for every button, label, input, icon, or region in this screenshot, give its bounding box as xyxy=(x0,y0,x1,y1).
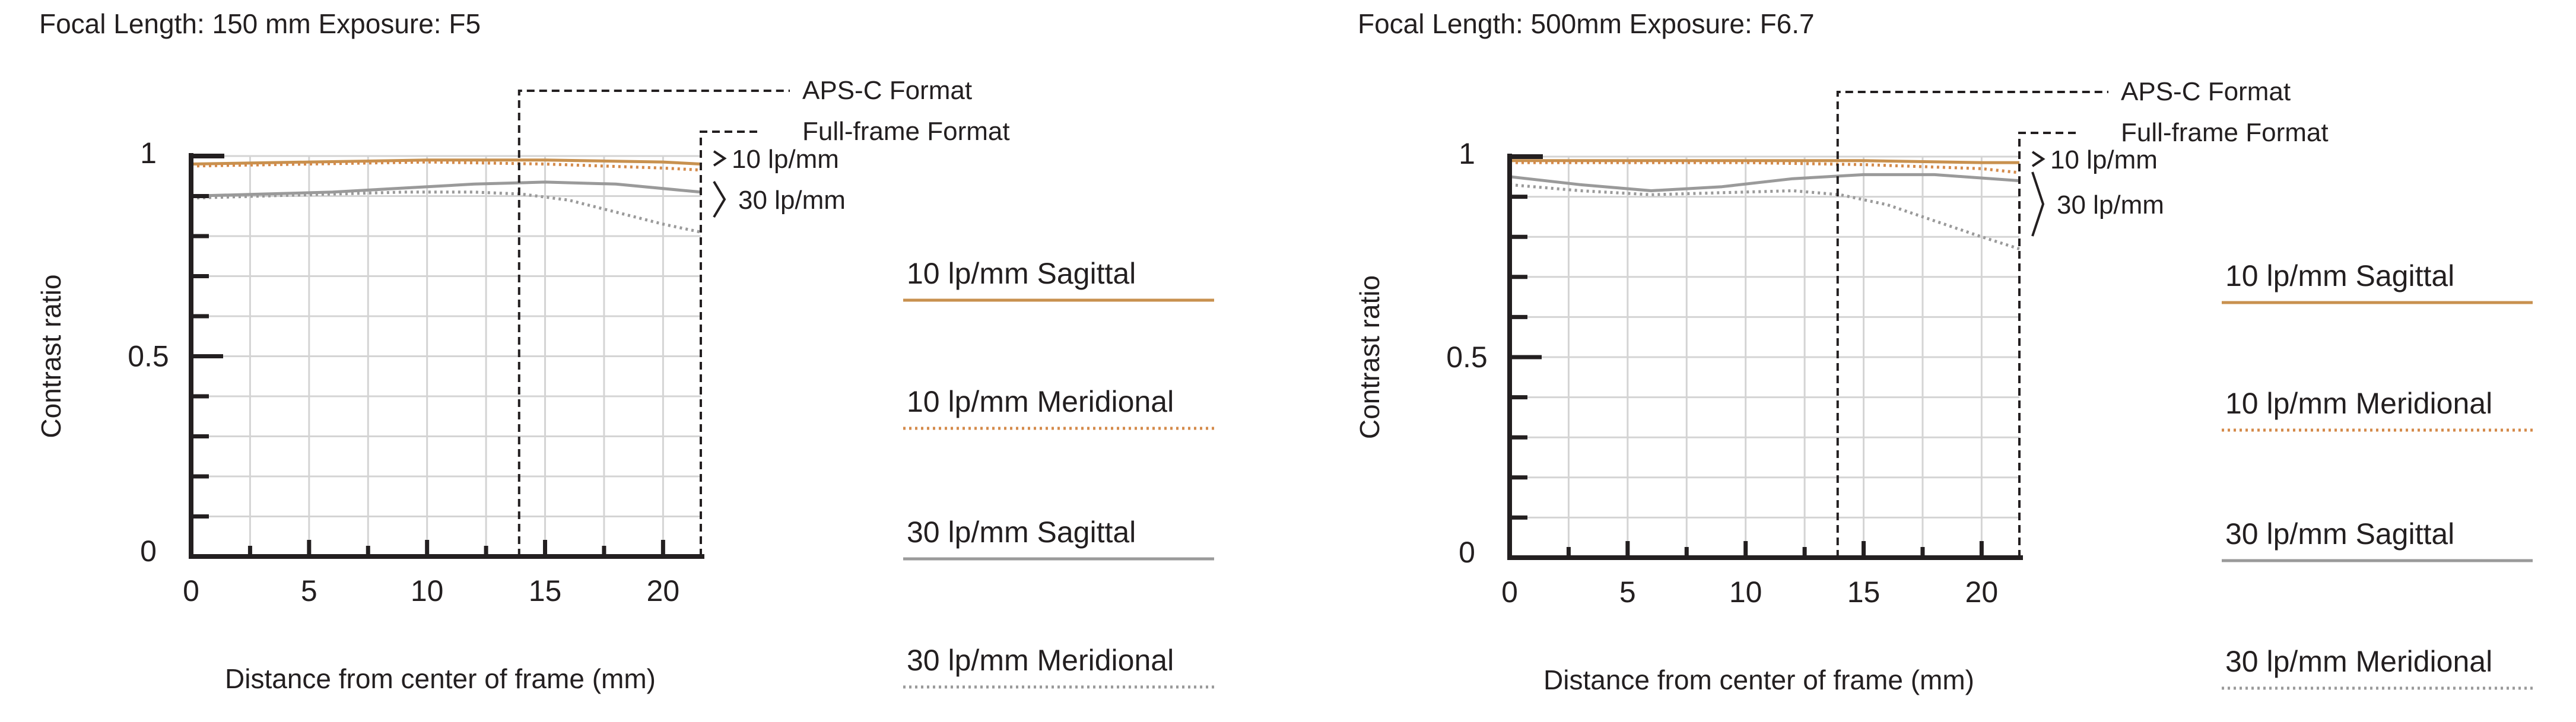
series-line xyxy=(1509,183,2020,250)
y-tick-label: 1 xyxy=(1459,137,1475,170)
x-tick-label: 10 xyxy=(411,574,444,608)
group-label-10: 10 lp/mm xyxy=(2050,145,2158,174)
series-line xyxy=(190,190,701,234)
x-tick-label: 5 xyxy=(301,574,317,608)
series-line xyxy=(190,180,701,198)
group-bracket-30 xyxy=(2031,171,2045,237)
x-tick-label: 0 xyxy=(1501,575,1518,609)
group-bracket-10 xyxy=(2031,151,2045,167)
y-tick-label: 0.5 xyxy=(128,340,169,373)
aps-c-marker xyxy=(1836,91,2108,558)
y-tick-label: 0 xyxy=(1459,536,1475,569)
chart-title: Focal Length: 150 mm Exposure: F5 xyxy=(39,8,481,39)
legend-label: 30 lp/mm Meridional xyxy=(907,644,1174,677)
x-tick-label: 5 xyxy=(1619,575,1636,609)
x-tick-label: 15 xyxy=(529,574,562,608)
legend-label: 10 lp/mm Meridional xyxy=(907,385,1174,418)
aps-c-marker xyxy=(517,90,790,556)
legend-label: 30 lp/mm Meridional xyxy=(2225,645,2492,678)
series-line xyxy=(1510,161,2020,174)
y-axis-label: Contrast ratio xyxy=(36,274,66,438)
full-frame-marker xyxy=(2018,132,2079,558)
x-tick-label: 20 xyxy=(1965,575,1999,609)
group-label-10: 10 lp/mm xyxy=(732,145,839,174)
group-bracket-30 xyxy=(713,180,726,218)
x-tick-label: 0 xyxy=(183,574,199,608)
group-label-30: 30 lp/mm xyxy=(738,186,846,215)
y-tick-label: 0.5 xyxy=(1446,341,1488,374)
aps-c-label: APS-C Format xyxy=(2121,77,2291,106)
x-axis-label: Distance from center of frame (mm) xyxy=(1543,664,1974,695)
x-tick-label: 15 xyxy=(1847,575,1881,609)
x-tick-label: 10 xyxy=(1729,575,1762,609)
grid xyxy=(191,155,701,556)
legend-label: 10 lp/mm Sagittal xyxy=(2225,259,2454,292)
full-frame-marker xyxy=(700,131,760,556)
series-line xyxy=(1510,159,2019,164)
series-line xyxy=(190,158,701,166)
x-tick-label: 20 xyxy=(647,574,680,608)
full-frame-label: Full-frame Format xyxy=(802,117,1010,146)
x-axis-label: Distance from center of frame (mm) xyxy=(225,663,656,694)
y-tick-label: 1 xyxy=(140,136,157,170)
full-frame-label: Full-frame Format xyxy=(2121,118,2329,147)
legend-label: 30 lp/mm Sagittal xyxy=(2225,517,2454,551)
legend-label: 10 lp/mm Sagittal xyxy=(907,257,1136,290)
legend-label: 10 lp/mm Meridional xyxy=(2225,387,2492,420)
y-axis-label: Contrast ratio xyxy=(1354,275,1385,439)
mtf-chart-2: Focal Length: 500mm Exposure: F6.700.510… xyxy=(1354,8,2533,695)
group-bracket-10 xyxy=(713,150,727,167)
y-tick-label: 0 xyxy=(140,535,157,568)
chart-title: Focal Length: 500mm Exposure: F6.7 xyxy=(1358,8,1815,39)
group-label-30: 30 lp/mm xyxy=(2057,190,2164,220)
legend-label: 30 lp/mm Sagittal xyxy=(907,516,1136,549)
series-line xyxy=(1509,173,2020,192)
aps-c-label: APS-C Format xyxy=(802,76,972,105)
grid xyxy=(1510,155,2019,558)
